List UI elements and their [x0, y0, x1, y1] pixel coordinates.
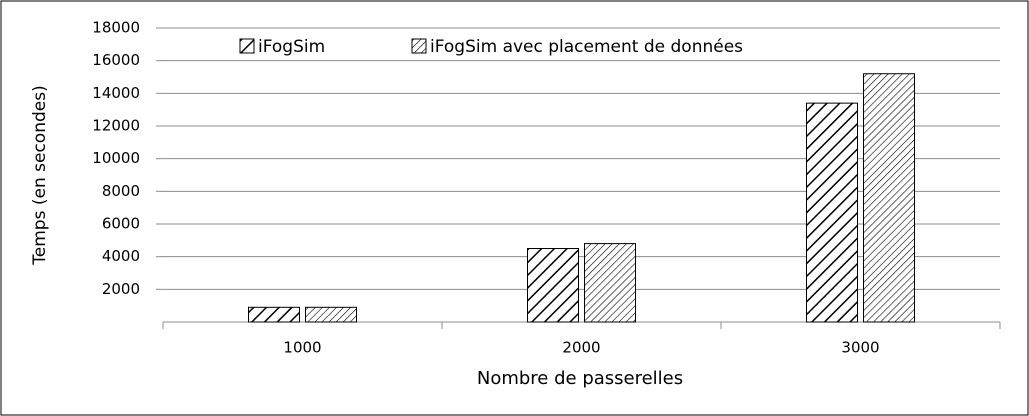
y-tick-label: 4000 — [102, 247, 140, 265]
legend-label: iFogSim — [258, 37, 325, 57]
bar — [863, 73, 915, 323]
bar — [305, 306, 357, 323]
x-tick-label: 2000 — [562, 339, 600, 357]
bar — [527, 248, 579, 323]
y-tick-label: 6000 — [102, 215, 140, 233]
y-axis-label: Temps (en secondes) — [30, 85, 50, 265]
legend-swatch — [239, 38, 255, 54]
y-tick-label: 16000 — [92, 51, 140, 69]
legend-label: iFogSim avec placement de données — [430, 37, 743, 57]
legend-swatch — [411, 38, 427, 54]
y-tick-label: 14000 — [92, 84, 140, 102]
bar — [806, 102, 858, 323]
x-tick-label: 1000 — [283, 339, 321, 357]
y-tick-label: 10000 — [92, 149, 140, 167]
y-tick-label: 8000 — [102, 182, 140, 200]
x-axis-label: Nombre de passerelles — [477, 368, 683, 389]
bar — [584, 243, 636, 323]
bar — [248, 306, 300, 323]
y-tick-label: 18000 — [92, 19, 140, 37]
x-tick-label: 3000 — [841, 339, 879, 357]
y-tick-label: 12000 — [92, 117, 140, 135]
y-tick-label: 2000 — [102, 280, 140, 298]
